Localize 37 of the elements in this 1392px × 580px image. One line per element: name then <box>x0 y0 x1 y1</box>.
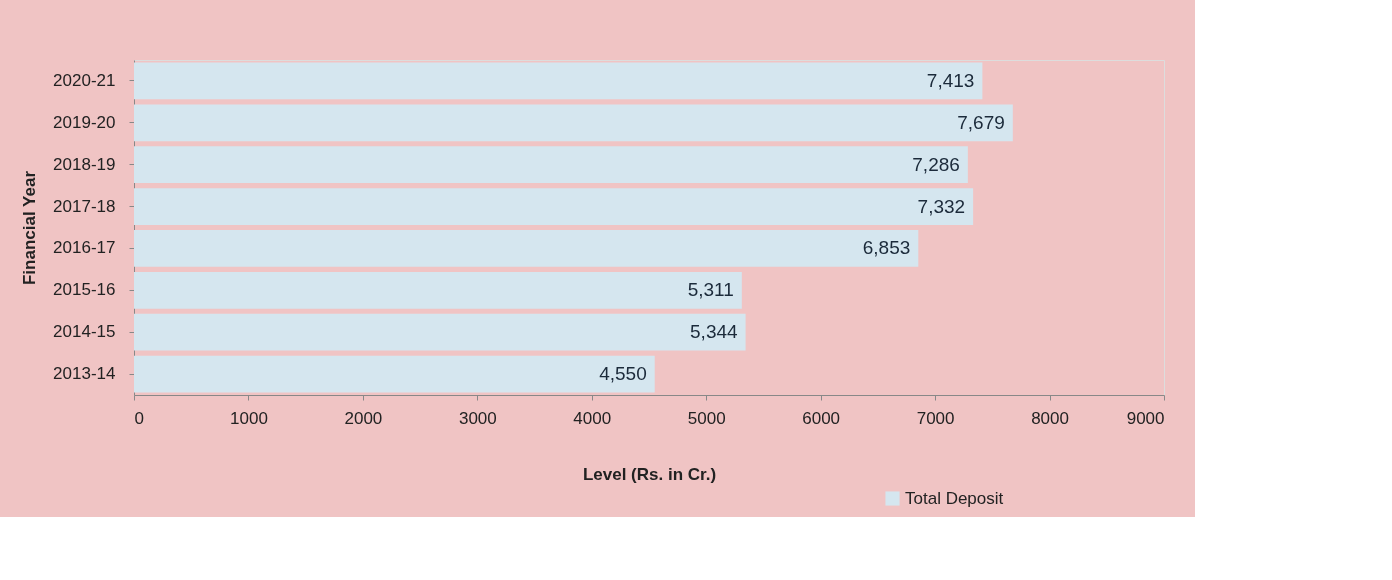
bar <box>134 271 742 309</box>
x-tick-label: 0 <box>134 408 144 428</box>
text: 7,413 <box>926 69 975 91</box>
x-tick-label: 6000 <box>802 408 841 428</box>
x-tick-label: 3000 <box>458 408 497 428</box>
bar <box>134 230 919 267</box>
y-tick-label: 2015-16 <box>53 280 116 300</box>
x-tick-label: 1000 <box>230 408 268 428</box>
y-tick-label: 2017-18 <box>53 196 116 216</box>
x-tick-label: 5000 <box>687 408 726 428</box>
y-axis-title: Financial Year <box>20 170 40 286</box>
text: 7,286 <box>912 153 960 175</box>
y-tick-label: 2014-15 <box>53 322 116 342</box>
x-tick-label: 9000 <box>1126 408 1165 428</box>
y-tick-label: 2019-20 <box>53 112 116 132</box>
x-tick-label: 8000 <box>1031 408 1069 428</box>
text: 5,311 <box>687 279 734 301</box>
x-tick-label: 2000 <box>344 408 383 428</box>
legend-label: Total Deposit <box>905 488 1004 508</box>
bar <box>134 313 746 351</box>
x-tick-label: 7000 <box>916 408 955 428</box>
text: 5,344 <box>690 321 738 343</box>
bar <box>134 355 655 393</box>
text: 7,679 <box>957 111 1005 133</box>
x-tick-label: 4000 <box>573 408 612 428</box>
x-axis-title: Level (Rs. in Cr.) <box>582 464 717 484</box>
y-tick-label: 2013-14 <box>53 364 116 384</box>
bar <box>134 104 1013 142</box>
y-tick-label: 2018-19 <box>53 154 116 174</box>
bar <box>134 146 968 184</box>
bar <box>134 62 983 100</box>
text: 7,332 <box>917 195 966 217</box>
y-tick-label: 2020-21 <box>53 70 116 90</box>
bar <box>134 188 974 225</box>
text: 4,550 <box>599 363 647 385</box>
y-tick-label: 2016-17 <box>53 238 116 258</box>
text: 6,853 <box>862 237 911 259</box>
